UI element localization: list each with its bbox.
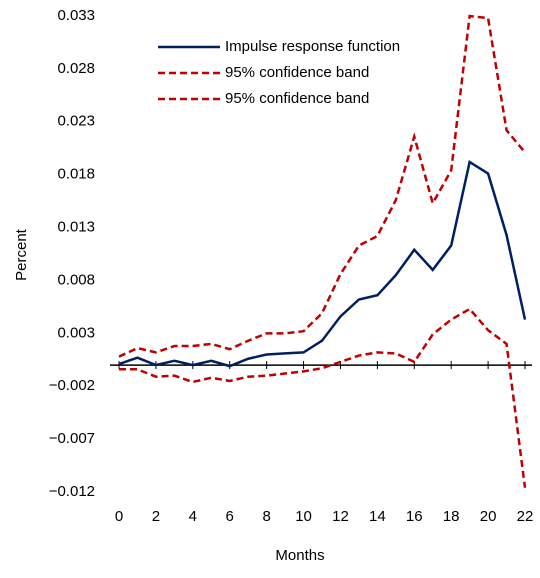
series-line [119,307,527,488]
series-line [118,159,527,368]
y-axis-label: Percent [13,228,30,281]
y-tick-label: 0.028 [57,60,95,77]
x-tick-label: 16 [406,508,423,525]
x-tick-label: 22 [517,508,534,525]
y-tick-label: 0.033 [57,7,95,24]
x-tick-label: 6 [226,508,234,525]
x-tick-label: 10 [295,508,312,525]
series-line [118,14,526,358]
x-tick-label: 20 [480,508,497,525]
y-tick-label: 0.003 [57,324,95,341]
x-axis-label: Months [275,547,324,564]
x-tick-label: 18 [443,508,460,525]
legend-label: Impulse response function [225,38,400,55]
y-tick-label: 0.008 [57,271,95,288]
x-tick-label: 4 [189,508,197,525]
x-tick-label: 2 [152,508,160,525]
y-tick-label: 0.013 [57,219,95,236]
y-tick-label: −0.007 [49,430,95,447]
x-tick-label: 0 [115,508,123,525]
legend-label: 95% confidence band [225,90,369,107]
legend-label: 95% confidence band [225,64,369,81]
x-tick-label: 14 [369,508,386,525]
x-tick-label: 12 [332,508,349,525]
x-tick-label: 8 [262,508,270,525]
y-tick-label: −0.012 [49,483,95,500]
y-tick-label: −0.002 [49,377,95,394]
y-tick-label: 0.018 [57,166,95,183]
y-tick-label: 0.023 [57,113,95,130]
